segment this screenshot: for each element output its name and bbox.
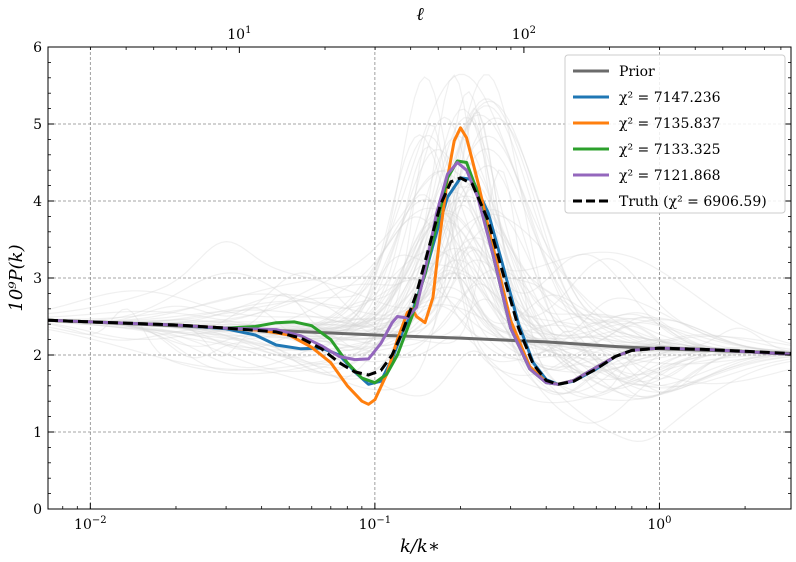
- sample-curve: [48, 76, 791, 353]
- top-tick-label: 102: [512, 25, 536, 43]
- y-axis-label: 10⁹P(k): [6, 244, 27, 311]
- legend-label-4: χ² = 7121.868: [619, 168, 721, 184]
- legend-label-2: χ² = 7135.837: [619, 116, 721, 132]
- sample-curve: [48, 237, 791, 398]
- y-tick-label: 3: [33, 271, 42, 287]
- sample-curve: [48, 170, 791, 399]
- sample-curve: [48, 148, 791, 378]
- legend-box: [564, 54, 786, 214]
- y-tick-label: 2: [33, 348, 42, 364]
- sample-curve: [48, 181, 791, 354]
- top-tick-label: 101: [227, 25, 251, 43]
- y-tick-label: 6: [33, 40, 42, 56]
- sample-curve: [48, 240, 791, 354]
- legend-label-3: χ² = 7133.325: [619, 142, 721, 158]
- sample-curve: [48, 73, 791, 354]
- y-tick-label: 5: [33, 117, 42, 133]
- sample-curve: [48, 264, 791, 390]
- x-tick-label: 100: [647, 515, 671, 533]
- sample-curve: [48, 111, 791, 374]
- sample-curve: [48, 90, 791, 354]
- x-tick-label: 10−2: [74, 515, 107, 533]
- legend-label-1: χ² = 7147.236: [619, 90, 721, 106]
- x-tick-label: 10−1: [359, 515, 392, 533]
- sample-curve: [48, 248, 791, 385]
- series-line-5: [48, 176, 791, 386]
- sample-curve: [48, 268, 791, 363]
- sample-curve: [48, 295, 791, 369]
- x-axis-label: k/k∗: [400, 536, 440, 557]
- legend-label-5: Truth (χ² = 6906.59): [619, 194, 767, 210]
- sample-curve: [48, 303, 791, 360]
- sample-curve: [48, 253, 791, 354]
- series-lines: [48, 126, 791, 406]
- top-axis-label: ℓ: [416, 4, 424, 25]
- y-tick-label: 0: [33, 502, 42, 518]
- sample-curve: [48, 283, 791, 387]
- sample-curve: [48, 74, 791, 388]
- grid: [48, 47, 791, 509]
- y-tick-label: 1: [33, 425, 42, 441]
- legend: Prior χ² = 7147.236 χ² = 7135.837 χ² = 7133…: [564, 54, 786, 214]
- y-tick-label: 4: [33, 194, 42, 210]
- legend-label-0: Prior: [619, 64, 655, 80]
- sample-curve: [48, 117, 791, 380]
